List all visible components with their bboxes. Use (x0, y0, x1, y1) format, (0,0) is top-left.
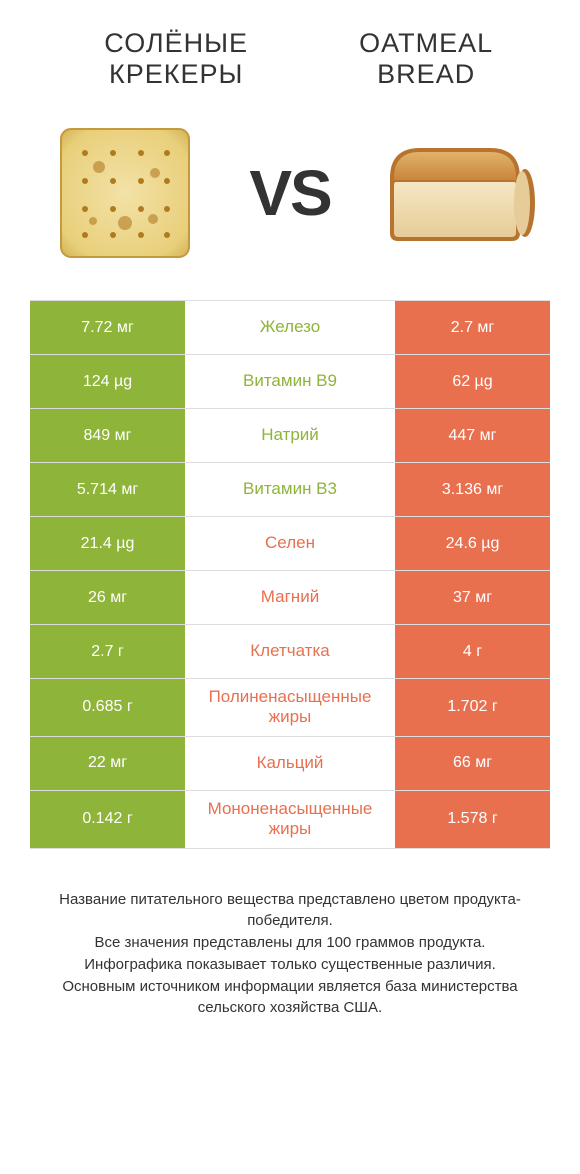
right-value: 1.578 г (395, 791, 550, 848)
right-value: 447 мг (395, 409, 550, 462)
right-value: 37 мг (395, 571, 550, 624)
table-row: 124 µgВитамин B962 µg (30, 355, 550, 409)
footer-line: Все значения представлены для 100 граммо… (30, 932, 550, 954)
nutrient-name: Железо (185, 301, 395, 354)
footer-line: Инфографика показывает только существенн… (30, 954, 550, 976)
nutrient-name: Полиненасыщенные жиры (185, 679, 395, 736)
left-value: 0.685 г (30, 679, 185, 736)
cracker-icon (55, 123, 195, 263)
nutrient-name: Мононенасыщенные жиры (185, 791, 395, 848)
left-value: 7.72 мг (30, 301, 185, 354)
table-row: 7.72 мгЖелезо2.7 мг (30, 301, 550, 355)
table-row: 22 мгКальций66 мг (30, 737, 550, 791)
vs-s: S (290, 157, 331, 229)
vs-v: V (249, 157, 290, 229)
left-value: 849 мг (30, 409, 185, 462)
table-row: 849 мгНатрий447 мг (30, 409, 550, 463)
right-value: 3.136 мг (395, 463, 550, 516)
footer-notes: Название питательного вещества представл… (0, 849, 580, 1020)
left-value: 21.4 µg (30, 517, 185, 570)
images-row: VS (0, 100, 580, 300)
right-value: 1.702 г (395, 679, 550, 736)
header: СОЛЁНЫЕ КРЕКЕРЫ OATMEAL BREAD (0, 0, 580, 100)
left-value: 124 µg (30, 355, 185, 408)
nutrient-name: Витамин B3 (185, 463, 395, 516)
bread-image (370, 133, 540, 253)
nutrient-name: Кальций (185, 737, 395, 790)
nutrient-name: Магний (185, 571, 395, 624)
nutrient-name: Витамин B9 (185, 355, 395, 408)
table-row: 21.4 µgСелен24.6 µg (30, 517, 550, 571)
table-row: 0.685 гПолиненасыщенные жиры1.702 г (30, 679, 550, 737)
nutrient-name: Клетчатка (185, 625, 395, 678)
footer-line: Название питательного вещества представл… (30, 889, 550, 933)
comparison-table: 7.72 мгЖелезо2.7 мг124 µgВитамин B962 µg… (30, 300, 550, 849)
table-row: 2.7 гКлетчатка4 г (30, 625, 550, 679)
right-value: 24.6 µg (395, 517, 550, 570)
right-value: 66 мг (395, 737, 550, 790)
cracker-image (40, 123, 210, 263)
right-value: 4 г (395, 625, 550, 678)
left-value: 22 мг (30, 737, 185, 790)
footer-line: Основным источником информации является … (30, 976, 550, 1020)
left-value: 5.714 мг (30, 463, 185, 516)
nutrient-name: Натрий (185, 409, 395, 462)
nutrient-name: Селен (185, 517, 395, 570)
product-left-title: СОЛЁНЫЕ КРЕКЕРЫ (40, 28, 312, 90)
left-value: 2.7 г (30, 625, 185, 678)
left-value: 26 мг (30, 571, 185, 624)
left-value: 0.142 г (30, 791, 185, 848)
table-row: 26 мгМагний37 мг (30, 571, 550, 625)
table-row: 5.714 мгВитамин B33.136 мг (30, 463, 550, 517)
table-row: 0.142 гМононенасыщенные жиры1.578 г (30, 791, 550, 849)
bread-icon (370, 133, 540, 253)
right-value: 2.7 мг (395, 301, 550, 354)
vs-label: VS (249, 156, 330, 230)
right-value: 62 µg (395, 355, 550, 408)
product-right-title: OATMEAL BREAD (312, 28, 540, 90)
